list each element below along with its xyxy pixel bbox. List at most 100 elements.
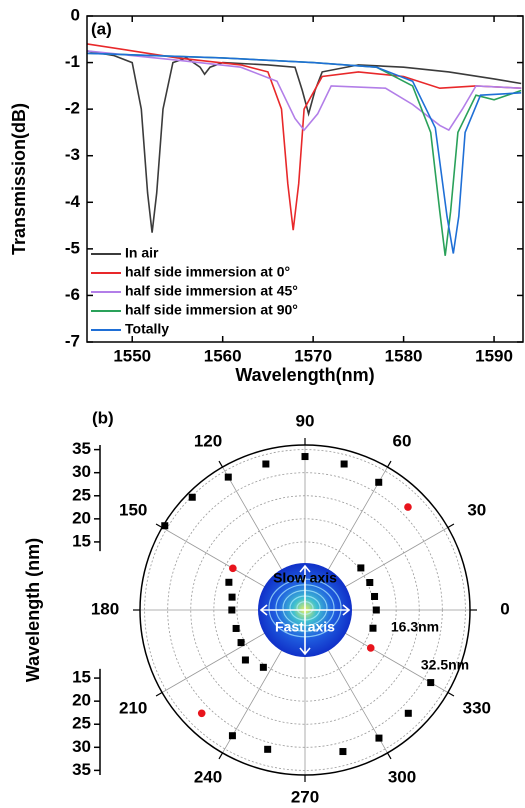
theta-tick-label: 90 xyxy=(296,411,315,430)
legend-label: half side immersion at 45° xyxy=(125,283,298,299)
r-axis-title: Wavelength (nm) xyxy=(23,538,43,682)
panel-b: 0 30 60 90 120 150 180 210 240 270 300 330 Slow axis… xyxy=(23,408,510,806)
legend-label: half side immersion at 0° xyxy=(125,264,290,280)
r-tick-label: 15 xyxy=(72,668,91,687)
r-tick-label: 20 xyxy=(72,508,91,527)
x-tick-label: 1550 xyxy=(113,346,151,365)
point xyxy=(232,624,240,632)
theta-tick xyxy=(447,691,455,697)
r-tick-label: 20 xyxy=(72,691,91,710)
point xyxy=(372,606,380,614)
point xyxy=(259,663,267,671)
annotation: 32.5nm xyxy=(421,657,469,673)
point xyxy=(340,460,348,468)
spoke xyxy=(161,632,267,693)
point xyxy=(339,748,347,756)
arrow xyxy=(259,564,351,656)
point xyxy=(262,460,270,468)
data-line xyxy=(87,50,522,233)
theta-tick xyxy=(386,752,392,760)
data-line xyxy=(87,50,522,132)
point xyxy=(366,578,374,586)
theta-tick xyxy=(155,691,163,697)
r-tick-label: 15 xyxy=(72,531,91,550)
theta-tick-label: 240 xyxy=(194,767,222,786)
theta-tick xyxy=(155,523,163,529)
theta-tick xyxy=(218,460,224,468)
point xyxy=(264,745,272,753)
y-tick-label: -4 xyxy=(65,192,81,211)
point xyxy=(427,679,435,687)
panel-label: (a) xyxy=(91,19,112,38)
point xyxy=(228,593,236,601)
legend-label: half side immersion at 90° xyxy=(125,302,298,318)
outer-ring xyxy=(139,444,471,776)
spoke xyxy=(343,527,449,588)
spoke xyxy=(161,527,267,588)
x-axis-title: Wavelength(nm) xyxy=(235,365,374,385)
y-tick-label: 0 xyxy=(71,5,80,24)
theta-tick-label: 60 xyxy=(393,431,412,450)
point xyxy=(188,493,196,501)
point xyxy=(241,656,249,664)
y-tick-label: -3 xyxy=(65,145,80,164)
theta-tick-label: 30 xyxy=(467,500,486,519)
point xyxy=(229,564,237,573)
point xyxy=(404,503,412,511)
theta-tick xyxy=(447,523,455,529)
theta-tick-label: 150 xyxy=(119,500,147,519)
y-axis-title: Transmission(dB) xyxy=(9,103,29,255)
point xyxy=(375,478,383,486)
r-tick-label: 30 xyxy=(72,737,91,756)
theta-tick xyxy=(218,752,224,760)
theta-tick xyxy=(386,460,392,468)
r-tick-label: 30 xyxy=(72,462,91,481)
point xyxy=(357,564,365,572)
theta-tick-label: 0 xyxy=(500,599,509,618)
legend-label: In air xyxy=(125,245,159,261)
spoke xyxy=(222,466,283,572)
panel-a: 1550 1560 1570 1580 1590 -7 -6 -5 -4 -3 -2 -1 0 (a) Wa… xyxy=(9,5,524,385)
point xyxy=(366,644,375,652)
y-tick-label: -7 xyxy=(65,331,80,350)
point xyxy=(228,732,236,740)
r-tick-label: 35 xyxy=(72,439,91,458)
r-tick-label: 35 xyxy=(72,760,91,779)
theta-tick-label: 330 xyxy=(463,699,491,718)
point xyxy=(404,709,412,717)
point xyxy=(197,709,206,718)
theta-tick-label: 120 xyxy=(194,431,222,450)
x-tick-label: 1580 xyxy=(385,346,423,365)
theta-tick-label: 210 xyxy=(119,699,147,718)
panel-label: (b) xyxy=(92,408,114,427)
y-tick-label: -5 xyxy=(65,238,80,257)
y-tick-label: -6 xyxy=(65,285,80,304)
theta-tick-label: 270 xyxy=(291,787,319,806)
r-tick-label: 25 xyxy=(72,714,91,733)
theta-tick-label: 300 xyxy=(388,767,416,786)
theta-tick-label: 180 xyxy=(91,599,119,618)
point xyxy=(225,578,233,586)
x-tick-label: 1560 xyxy=(204,346,242,365)
annotation: 16.3nm xyxy=(391,619,439,635)
y-tick-label: -1 xyxy=(65,52,80,71)
point xyxy=(301,453,309,461)
point xyxy=(237,639,245,647)
point xyxy=(228,606,236,614)
point xyxy=(161,522,169,530)
x-tick-label: 1590 xyxy=(475,346,513,365)
x-tick-label: 1570 xyxy=(294,346,332,365)
annotation: Fast axis xyxy=(275,619,335,635)
r-tick-label: 25 xyxy=(72,485,91,504)
annotation: Slow axis xyxy=(273,570,337,586)
point xyxy=(369,624,377,632)
point xyxy=(371,592,379,600)
point xyxy=(224,473,232,481)
data-line xyxy=(87,43,522,231)
plot-frame xyxy=(86,15,524,343)
data-line xyxy=(87,52,522,254)
y-tick-label: -2 xyxy=(65,99,80,118)
legend-label: Totally xyxy=(125,321,169,337)
point xyxy=(375,734,383,742)
